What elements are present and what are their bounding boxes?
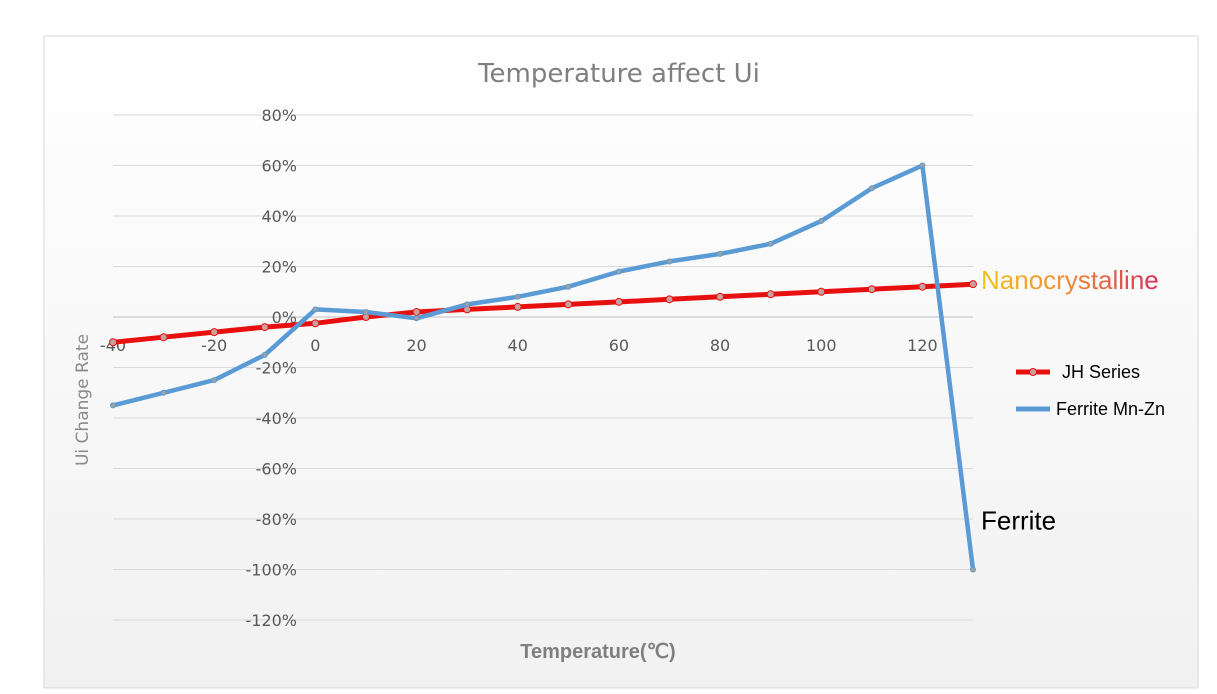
y-tick-label: -60%	[256, 460, 297, 479]
data-point	[412, 307, 421, 316]
legend-label: JH Series	[1062, 362, 1140, 382]
data-point	[868, 185, 875, 192]
data-point	[464, 301, 471, 308]
y-axis-label: Ui Change Rate	[73, 334, 93, 466]
data-point	[109, 338, 117, 347]
y-tick-label: 0%	[272, 308, 297, 327]
series-line	[110, 281, 976, 345]
data-point	[919, 162, 926, 169]
y-tick-label: -100%	[245, 561, 297, 580]
data-point	[716, 292, 725, 301]
x-tick-label: 80	[710, 336, 730, 355]
series-layer	[109, 162, 977, 573]
annotations: Nanocrystalline Ferrite	[981, 265, 1159, 535]
data-point	[665, 295, 674, 304]
x-tick-label: 100	[806, 336, 837, 355]
data-point	[767, 240, 774, 247]
gridlines	[113, 114, 973, 621]
data-point	[160, 389, 167, 396]
data-point	[766, 290, 775, 299]
data-point	[918, 282, 927, 291]
data-point	[260, 323, 269, 332]
data-point	[210, 328, 219, 337]
legend: JH Series Ferrite Mn-Zn	[1016, 362, 1165, 419]
x-tick-label: 40	[508, 336, 528, 355]
legend-label: Ferrite Mn-Zn	[1056, 399, 1165, 419]
data-point	[311, 319, 320, 328]
data-point	[513, 302, 522, 311]
y-tick-label: 20%	[261, 258, 297, 277]
data-point	[312, 306, 319, 313]
data-point	[110, 402, 116, 409]
y-tick-label: 40%	[261, 207, 297, 226]
y-tick-label: -40%	[256, 409, 297, 428]
data-point	[818, 218, 825, 225]
series-line	[110, 163, 976, 572]
x-tick-label: 120	[907, 336, 938, 355]
data-point	[817, 287, 826, 296]
data-point	[615, 268, 622, 275]
x-tick-label: 20	[406, 336, 426, 355]
x-axis-label: Temperature(℃)	[520, 641, 675, 663]
y-axis-ticks: 80% 60% 40% 20% 0% -20% -40% -60% -80% -100% -120%	[245, 106, 297, 630]
data-point	[565, 283, 572, 290]
y-tick-label: -120%	[245, 611, 297, 630]
data-point	[969, 280, 977, 289]
chart-background	[43, 35, 1199, 689]
data-point	[514, 293, 521, 300]
x-tick-label: 60	[609, 336, 629, 355]
annotation-label: Nanocrystalline	[981, 265, 1159, 295]
data-point	[867, 285, 876, 294]
data-point	[717, 250, 724, 257]
data-point	[362, 308, 369, 315]
x-tick-label: 0	[310, 336, 320, 355]
data-point	[614, 297, 623, 306]
y-tick-label: -80%	[256, 510, 297, 529]
y-tick-label: 80%	[261, 106, 297, 125]
data-point	[970, 566, 976, 573]
annotation-label: Ferrite	[981, 506, 1056, 536]
legend-marker	[1029, 368, 1037, 376]
y-tick-label: 60%	[261, 157, 297, 176]
x-tick-label: -20	[201, 336, 227, 355]
data-point	[413, 315, 420, 322]
chart-title: Temperature affect Ui	[477, 59, 760, 89]
data-point	[261, 351, 268, 358]
data-point	[211, 377, 218, 384]
y-tick-label: -20%	[256, 359, 297, 378]
data-point	[666, 258, 673, 265]
data-point	[159, 333, 168, 342]
data-point	[564, 300, 573, 309]
